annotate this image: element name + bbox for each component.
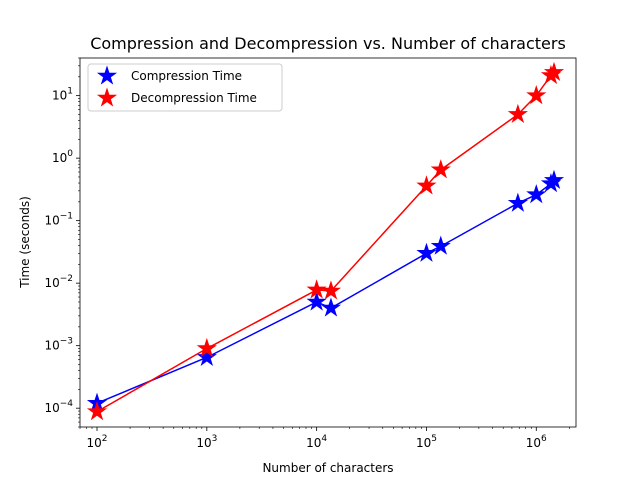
y-axis-label: Time (seconds) [18, 196, 32, 289]
plot-area [86, 61, 565, 421]
legend-frame [87, 63, 283, 112]
data-point-0-5 [430, 235, 451, 255]
data-point-1-7 [526, 85, 547, 105]
data-point-0-4 [416, 242, 437, 262]
data-point-1-2 [306, 279, 327, 299]
legend-marker-decompression [96, 87, 118, 107]
data-point-0-1 [196, 346, 217, 366]
series-line-0 [96, 179, 555, 404]
x-tick-label: 102 [87, 434, 108, 450]
x-tick-label: 103 [196, 434, 217, 450]
y-tick-label: 10−4 [44, 399, 73, 415]
data-point-0-9 [543, 169, 565, 190]
y-tick-label: 101 [52, 87, 73, 103]
y-tick-label: 10−1 [44, 212, 73, 228]
data-point-1-0 [86, 401, 108, 421]
chart-title: Compression and Decompression vs. Number… [90, 34, 566, 53]
legend-label-decompression: Decompression Time [131, 91, 257, 105]
legend-marker-compression [96, 65, 118, 85]
data-point-1-5 [430, 159, 451, 179]
x-axis-label: Number of characters [262, 461, 393, 475]
legend: Compression Time Decompression Time [87, 63, 283, 112]
data-point-1-3 [320, 280, 342, 300]
x-tick-label: 104 [306, 434, 327, 450]
axes-frame [79, 57, 577, 428]
data-point-1-4 [416, 175, 437, 195]
x-tick-label: 106 [526, 434, 547, 450]
data-point-0-7 [526, 184, 547, 204]
legend-label-compression: Compression Time [131, 69, 242, 83]
y-tick-label: 10−2 [44, 274, 73, 290]
data-point-0-6 [507, 192, 528, 212]
data-point-0-2 [306, 291, 327, 311]
data-point-1-9 [543, 61, 565, 82]
data-point-1-1 [196, 337, 217, 358]
x-tick-label: 105 [416, 434, 437, 450]
y-tick-label: 10−3 [44, 337, 73, 353]
data-point-1-6 [507, 103, 528, 124]
y-tick-label: 100 [52, 149, 73, 165]
axes: 102 103 104 105 106 10−4 10−3 10−2 10−1 100 101 [44, 57, 577, 450]
data-point-0-3 [320, 297, 342, 317]
series-line-1 [96, 71, 555, 413]
